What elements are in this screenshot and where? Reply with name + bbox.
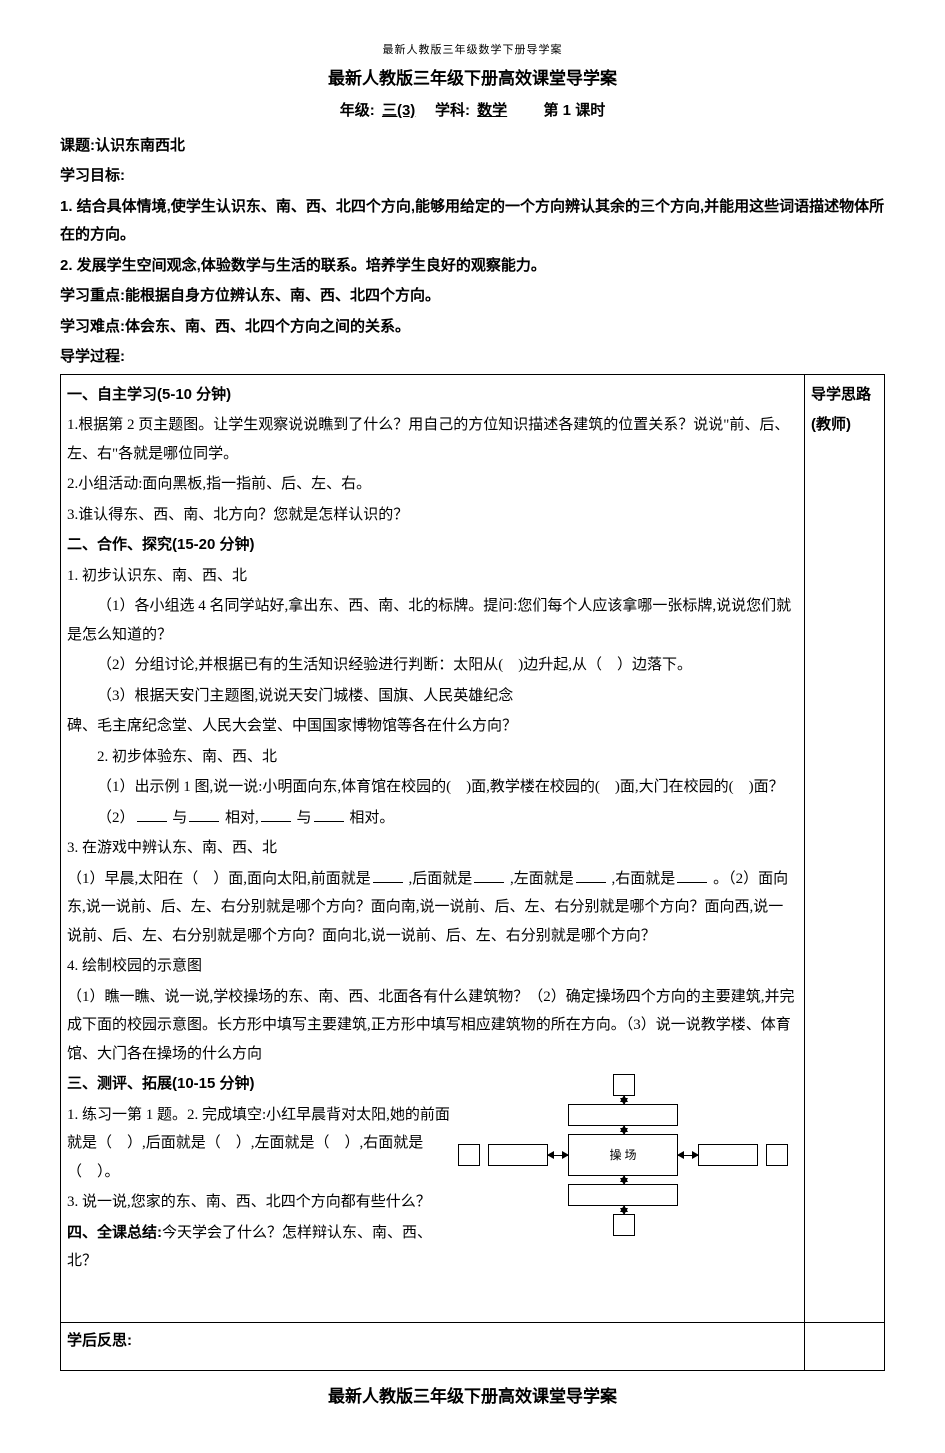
page-header-small: 最新人教版三年级数学下册导学案 bbox=[60, 40, 885, 61]
s2-p2b-a: （2） bbox=[97, 810, 135, 826]
diagram-arrow-v-mid bbox=[624, 1126, 625, 1134]
section-1-head: 一、自主学习(5-10 分钟) bbox=[67, 381, 798, 410]
diagram-box-top bbox=[568, 1104, 678, 1126]
reflect-side-cell bbox=[805, 1322, 885, 1370]
s1-p1: 1.根据第 2 页主题图。让学生观察说说瞧到了什么？用自己的方位知识描述各建筑的… bbox=[67, 411, 798, 468]
process-label: 导学过程: bbox=[60, 343, 885, 372]
grade-value: 三(3) bbox=[379, 102, 418, 119]
focus-text: 能根据自身方位辨认东、南、西、北四个方向。 bbox=[125, 287, 440, 304]
pre-section: 课题:认识东南西北 学习目标: 1. 结合具体情境,使学生认识东、南、西、北四个… bbox=[60, 132, 885, 372]
blank bbox=[314, 807, 344, 822]
blank bbox=[474, 868, 504, 883]
s2-p3: 3. 在游戏中辨认东、南、西、北 bbox=[67, 834, 798, 863]
diagram-arrow-v-top bbox=[624, 1096, 625, 1104]
doc-title: 最新人教版三年级下册高效课堂导学案 bbox=[60, 63, 885, 95]
s2-p3a-c: ,左面就是 bbox=[510, 871, 574, 887]
s2-p2a: （1）出示例 1 图,说一说:小明面向东,体育馆在校园的( )面,教学楼在校园的… bbox=[67, 773, 798, 802]
diagram-box-right bbox=[698, 1144, 758, 1166]
diagram-arrow-h-left bbox=[548, 1155, 568, 1156]
s2-p1: 1. 初步认识东、南、西、北 bbox=[67, 562, 798, 591]
blank bbox=[576, 868, 606, 883]
diagram-box-left bbox=[488, 1144, 548, 1166]
s2-p2b-b: 与 bbox=[172, 810, 187, 826]
blank bbox=[261, 807, 291, 822]
s2-p3a-d: ,右面就是 bbox=[612, 871, 676, 887]
diagram-box-top-small bbox=[613, 1074, 635, 1096]
s2-p1c2: 碑、毛主席纪念堂、人民大会堂、中国国家博物馆等各在什么方向？ bbox=[67, 712, 798, 741]
footer-title: 最新人教版三年级下册高效课堂导学案 bbox=[60, 1381, 885, 1413]
s2-p1c: （3）根据天安门主题图,说说天安门城楼、国旗、人民英雄纪念 bbox=[67, 682, 798, 711]
s2-p3a-a: （1）早晨,太阳在（ ）面,面向太阳,前面就是 bbox=[67, 871, 371, 887]
objective-1: 1. 结合具体情境,使学生认识东、南、西、北四个方向,能够用给定的一个方向辨认其… bbox=[60, 193, 885, 250]
s2-p2b-e: 相对。 bbox=[349, 810, 394, 826]
s2-p2b: （2） 与 相对, 与 相对。 bbox=[67, 804, 798, 833]
blank bbox=[373, 868, 403, 883]
topic-label: 课题: bbox=[60, 137, 95, 154]
reflect-label: 学后反思: bbox=[67, 1332, 132, 1349]
side-column: 导学思路 (教师) bbox=[805, 374, 885, 1322]
reflect-cell: 学后反思: bbox=[61, 1322, 805, 1370]
section-2-head: 二、合作、探究(15-20 分钟) bbox=[67, 531, 798, 560]
focus-label: 学习重点: bbox=[60, 287, 125, 304]
diagram-box-bottom-small bbox=[613, 1214, 635, 1236]
s1-p3: 3.谁认得东、西、南、北方向？您就是怎样认识的？ bbox=[67, 501, 798, 530]
side-l2: (教师) bbox=[811, 411, 878, 440]
main-content-cell: 一、自主学习(5-10 分钟) 1.根据第 2 页主题图。让学生观察说说瞧到了什… bbox=[61, 374, 805, 1322]
diagram-box-bottom bbox=[568, 1184, 678, 1206]
subject-label: 学科: bbox=[435, 102, 470, 119]
campus-diagram: 操 场 bbox=[458, 1074, 798, 1244]
period-label: 第 1 课时 bbox=[544, 102, 606, 119]
diagram-arrow-h-right bbox=[678, 1155, 698, 1156]
objectives-label: 学习目标: bbox=[60, 162, 885, 191]
difficulty-text: 体会东、南、西、北四个方向之间的关系。 bbox=[125, 318, 410, 335]
blank bbox=[137, 807, 167, 822]
objective-2: 2. 发展学生空间观念,体验数学与生活的联系。培养学生良好的观察能力。 bbox=[60, 252, 885, 281]
subject-value: 数学 bbox=[474, 102, 510, 119]
s2-p2b-d: 与 bbox=[297, 810, 312, 826]
diagram-box-left-small bbox=[458, 1144, 480, 1166]
s2-p1b: （2）分组讨论,并根据已有的生活知识经验进行判断：太阳从( )边升起,从（ ）边… bbox=[67, 651, 798, 680]
s2-p4a: （1）瞧一瞧、说一说,学校操场的东、南、西、北面各有什么建筑物？（2）确定操场四… bbox=[67, 983, 798, 1069]
side-l1: 导学思路 bbox=[811, 381, 878, 410]
s2-p1a: （1）各小组选 4 名同学站好,拿出东、西、南、北的标牌。提问:您们每个人应该拿… bbox=[67, 592, 798, 649]
difficulty-label: 学习难点: bbox=[60, 318, 125, 335]
doc-subtitle: 年级: 三(3) 学科: 数学 第 1 课时 bbox=[60, 97, 885, 126]
diagram-box-right-small bbox=[766, 1144, 788, 1166]
s2-p3a-b: ,后面就是 bbox=[409, 871, 473, 887]
grade-label: 年级: bbox=[340, 102, 375, 119]
section-4-head: 四、全课总结: bbox=[67, 1224, 162, 1241]
diagram-box-center: 操 场 bbox=[568, 1134, 678, 1176]
blank bbox=[189, 807, 219, 822]
s2-p2: 2. 初步体验东、南、西、北 bbox=[67, 743, 798, 772]
s2-p3a: （1）早晨,太阳在（ ）面,面向太阳,前面就是 ,后面就是 ,左面就是 ,右面就… bbox=[67, 865, 798, 951]
s2-p4: 4. 绘制校园的示意图 bbox=[67, 952, 798, 981]
s2-p2b-c: 相对, bbox=[225, 810, 259, 826]
blank bbox=[677, 868, 707, 883]
diagram-arrow-v-bot bbox=[624, 1206, 625, 1214]
diagram-arrow-v-mid2 bbox=[624, 1176, 625, 1184]
s1-p2: 2.小组活动:面向黑板,指一指前、后、左、右。 bbox=[67, 470, 798, 499]
main-table: 一、自主学习(5-10 分钟) 1.根据第 2 页主题图。让学生观察说说瞧到了什… bbox=[60, 374, 885, 1371]
topic-text: 认识东南西北 bbox=[95, 137, 185, 154]
